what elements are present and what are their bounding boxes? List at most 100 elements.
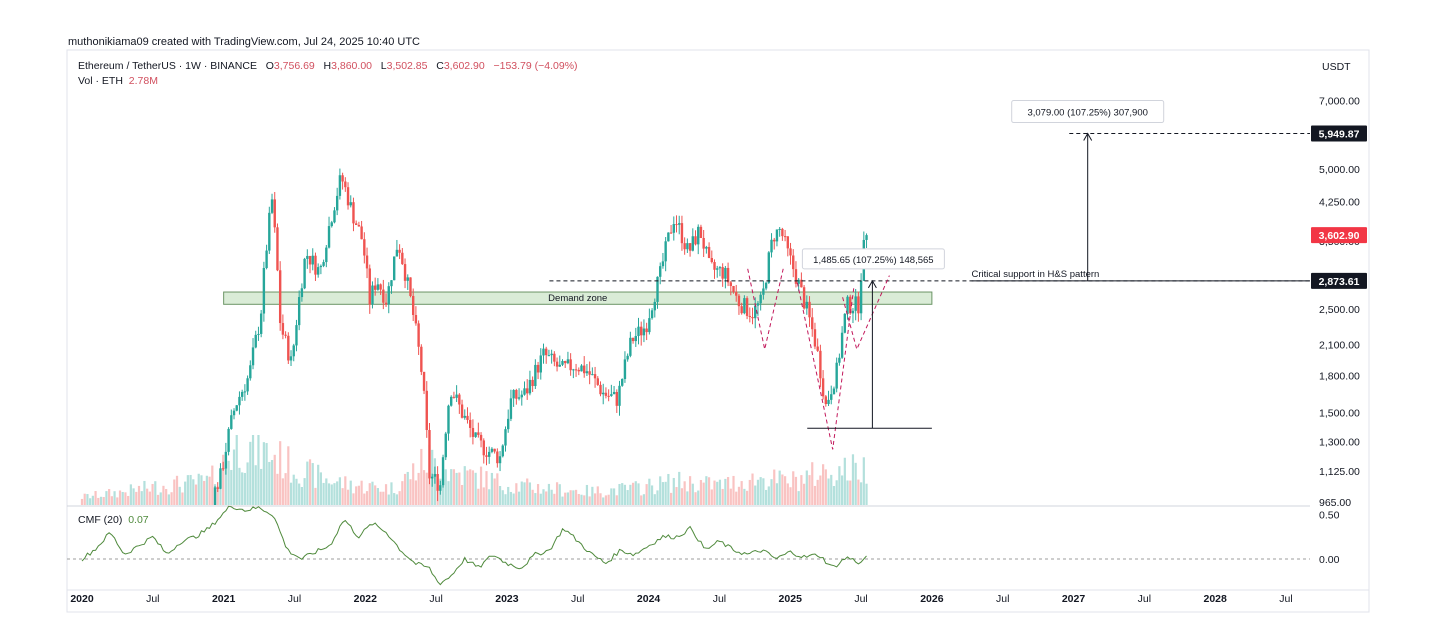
volume-bar bbox=[602, 497, 605, 505]
volume-bar bbox=[249, 441, 252, 505]
price-label-box bbox=[1311, 272, 1367, 289]
volume-bar bbox=[113, 491, 116, 505]
volume-bar bbox=[167, 494, 170, 505]
candle-body bbox=[726, 267, 730, 283]
volume-bar bbox=[705, 476, 708, 505]
volume-bar bbox=[550, 489, 553, 505]
volume-bar bbox=[637, 483, 640, 505]
volume-bar bbox=[691, 483, 694, 505]
candle-body bbox=[368, 268, 371, 305]
volume-bar bbox=[808, 475, 811, 505]
close-label: C bbox=[436, 60, 444, 72]
candle-body bbox=[821, 378, 825, 397]
volume-bar bbox=[656, 490, 659, 505]
y-tick-label: 2,500.00 bbox=[1319, 304, 1360, 316]
volume-bar bbox=[441, 479, 445, 505]
y-tick-label: 2,100.00 bbox=[1319, 339, 1360, 351]
volume-bar bbox=[110, 496, 113, 505]
volume-bar bbox=[165, 489, 168, 505]
volume-bar bbox=[615, 495, 618, 505]
volume-bar bbox=[672, 477, 675, 505]
candle-body bbox=[213, 487, 217, 505]
volume-bar bbox=[159, 492, 162, 505]
candle-body bbox=[743, 298, 746, 314]
candle-body bbox=[610, 394, 613, 396]
volume-bar bbox=[148, 491, 151, 505]
volume-bar bbox=[830, 474, 833, 505]
candle-body bbox=[338, 175, 342, 196]
candle-body bbox=[528, 379, 532, 394]
volume-bar bbox=[721, 488, 724, 505]
open-value: 3,756.69 bbox=[273, 60, 315, 72]
candle-body bbox=[403, 264, 407, 281]
candle-body bbox=[534, 364, 537, 387]
volume-bar bbox=[325, 478, 328, 505]
volume-bar bbox=[412, 463, 415, 505]
candle-body bbox=[854, 296, 857, 311]
candle-body bbox=[574, 369, 578, 371]
volume-bar bbox=[697, 490, 700, 505]
volume-bar bbox=[414, 480, 418, 505]
candle-body bbox=[509, 398, 513, 419]
currency-unit: USDT bbox=[1322, 61, 1351, 73]
volume-bar bbox=[403, 473, 407, 505]
candle-body bbox=[238, 396, 241, 406]
volume-bar bbox=[276, 473, 279, 505]
volume-bar bbox=[707, 477, 711, 505]
candle-body bbox=[487, 451, 491, 457]
candle-body bbox=[664, 241, 667, 262]
volume-bar bbox=[254, 465, 257, 505]
candle-body bbox=[577, 369, 580, 372]
volume-bar bbox=[756, 479, 760, 505]
volume-bar bbox=[317, 464, 320, 505]
candle-body bbox=[474, 432, 477, 437]
candle-body bbox=[615, 391, 618, 406]
candle-body bbox=[325, 247, 328, 263]
volume-bar bbox=[650, 485, 654, 505]
candle-body bbox=[773, 239, 776, 242]
volume-bar bbox=[99, 496, 103, 505]
volume-bar bbox=[311, 463, 314, 505]
candle-body bbox=[333, 210, 336, 223]
candle-body bbox=[346, 187, 350, 206]
volume-bar bbox=[203, 480, 206, 505]
candle-body bbox=[691, 236, 694, 251]
candle-body bbox=[327, 226, 331, 248]
volume-bar bbox=[558, 484, 561, 505]
candle-body bbox=[314, 255, 317, 275]
candle-body bbox=[276, 227, 279, 271]
candle-body bbox=[284, 334, 287, 336]
candle-body bbox=[504, 429, 507, 446]
candle-body bbox=[604, 392, 608, 396]
volume-bar bbox=[243, 472, 246, 505]
x-tick-label: Jul bbox=[854, 593, 867, 605]
volume-bar bbox=[175, 475, 179, 505]
candle-body bbox=[243, 391, 247, 393]
candle-body bbox=[382, 289, 385, 303]
candle-body bbox=[710, 257, 714, 263]
candle-body bbox=[797, 279, 800, 284]
candle-body bbox=[650, 310, 654, 319]
candle-body bbox=[678, 223, 681, 225]
high-value: 3,860.00 bbox=[331, 60, 372, 72]
candle-body bbox=[640, 326, 643, 336]
volume-bar bbox=[534, 493, 537, 505]
volume-bar bbox=[629, 484, 632, 505]
volume-bar bbox=[542, 489, 545, 505]
candle-body bbox=[859, 280, 863, 314]
volume-bar bbox=[94, 491, 97, 505]
candle-body bbox=[515, 389, 518, 399]
volume-bar bbox=[531, 489, 534, 505]
volume-bar bbox=[572, 490, 575, 505]
volume-bar bbox=[474, 472, 477, 505]
candle-body bbox=[295, 325, 298, 346]
candle-body bbox=[311, 255, 314, 265]
volume-bar bbox=[669, 492, 673, 505]
candle-body bbox=[618, 385, 621, 406]
candle-body bbox=[387, 286, 390, 305]
candle-body bbox=[716, 268, 719, 270]
volume-bar bbox=[284, 473, 287, 505]
candle-body bbox=[748, 315, 752, 317]
candle-body bbox=[292, 345, 295, 357]
